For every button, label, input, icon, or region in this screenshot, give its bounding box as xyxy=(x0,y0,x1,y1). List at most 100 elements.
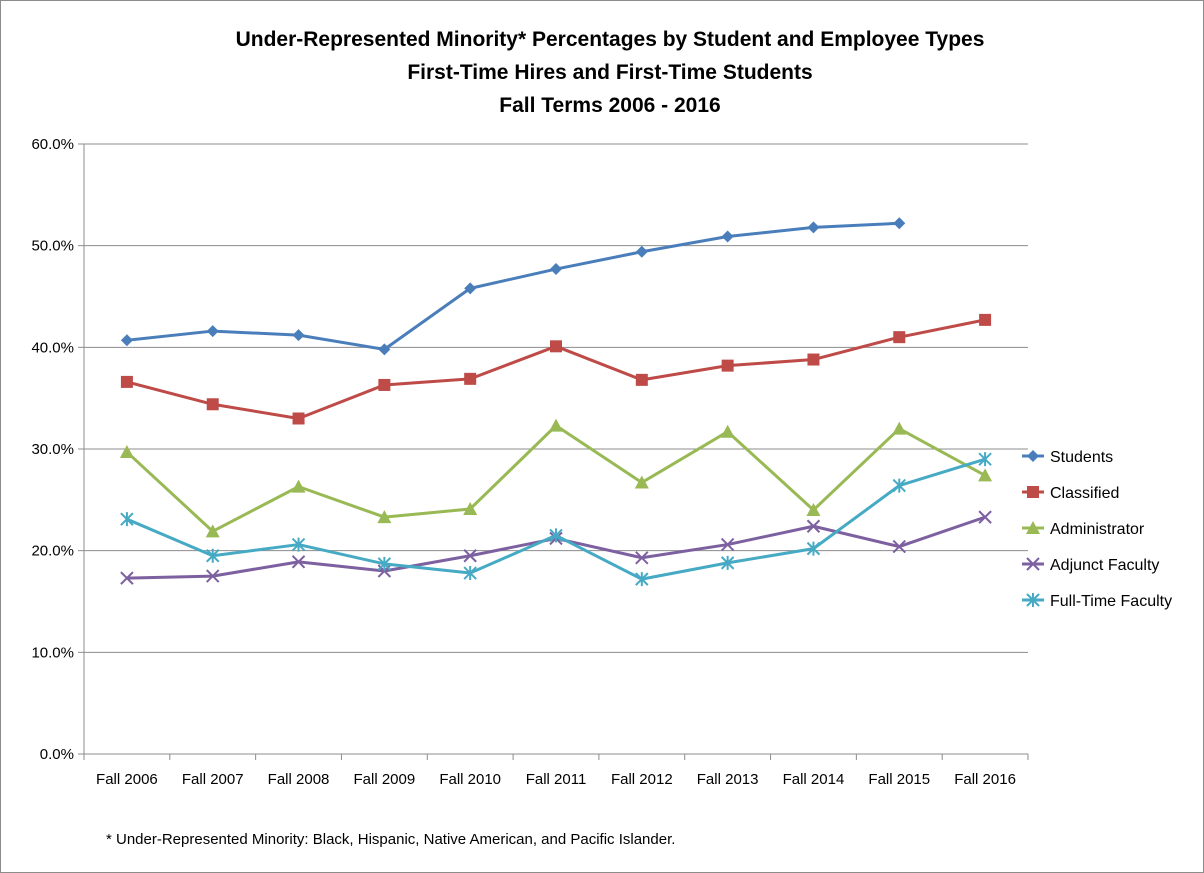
data-point-full-time-faculty xyxy=(635,572,649,587)
data-point-students xyxy=(378,343,391,356)
data-point-classified xyxy=(721,359,734,372)
legend-label: Students xyxy=(1050,449,1113,466)
data-point-students xyxy=(464,282,477,295)
legend-marker xyxy=(1027,450,1039,462)
series-full-time-faculty xyxy=(120,452,992,587)
data-point-administrator xyxy=(549,418,563,432)
series-line-classified xyxy=(126,318,986,420)
data-point-classified xyxy=(378,378,391,391)
data-point-classified xyxy=(635,373,648,386)
data-point-administrator xyxy=(720,424,735,438)
data-point-adjunct-faculty xyxy=(120,571,134,585)
chart-title: Under-Represented Minority* Percentages … xyxy=(236,28,985,117)
x-tick-label: Fall 2006 xyxy=(96,771,158,788)
data-point-administrator xyxy=(119,445,134,459)
data-point-classified xyxy=(550,340,562,353)
data-point-full-time-faculty xyxy=(206,548,220,563)
y-tick-label: 40.0% xyxy=(31,339,74,356)
data-point-students xyxy=(807,221,820,234)
legend-item-classified: Classified xyxy=(1022,485,1119,502)
data-point-adjunct-faculty xyxy=(892,539,906,554)
chart-title-line-2: First-Time Hires and First-Time Students xyxy=(407,61,812,84)
x-tick-label: Fall 2014 xyxy=(783,771,845,788)
x-tick-label: Fall 2012 xyxy=(611,771,673,788)
legend-label: Adjunct Faculty xyxy=(1050,557,1159,574)
data-point-students xyxy=(550,263,562,276)
data-point-classified xyxy=(206,398,219,411)
data-point-students xyxy=(635,245,648,258)
legend-item-administrator: Administrator xyxy=(1022,521,1145,538)
data-point-classified xyxy=(464,372,477,385)
legend-item-adjunct-faculty: Adjunct Faculty xyxy=(1022,557,1159,574)
data-point-full-time-faculty xyxy=(377,556,392,571)
data-point-full-time-faculty xyxy=(549,528,563,543)
legend-label: Full-Time Faculty xyxy=(1050,593,1172,610)
data-point-students xyxy=(206,325,219,338)
y-tick-label: 60.0% xyxy=(31,136,74,153)
x-tick-labels: Fall 2006 Fall 2007 Fall 2008 Fall 2009 Fall… xyxy=(96,771,1016,788)
series-line-students xyxy=(126,221,900,351)
x-tick-label: Fall 2011 xyxy=(526,771,587,788)
data-point-administrator xyxy=(205,524,220,538)
legend-marker xyxy=(1026,521,1040,534)
data-point-administrator xyxy=(806,503,821,516)
chart-title-line-3: Fall Terms 2006 - 2016 xyxy=(499,94,720,117)
footnote: * Under-Represented Minority: Black, His… xyxy=(106,831,675,848)
x-tick-label: Fall 2016 xyxy=(954,771,1016,788)
data-point-administrator xyxy=(892,421,907,435)
series-group xyxy=(119,217,993,587)
data-point-adjunct-faculty xyxy=(206,569,220,583)
x-tick-label: Fall 2008 xyxy=(268,771,330,788)
data-point-students xyxy=(893,217,906,230)
data-point-administrator xyxy=(634,475,649,489)
y-tick-label: 50.0% xyxy=(31,238,74,255)
data-point-students xyxy=(721,230,734,243)
data-point-adjunct-faculty xyxy=(720,537,735,552)
axes xyxy=(78,143,1029,760)
data-point-classified xyxy=(292,412,305,425)
legend-label: Classified xyxy=(1050,485,1119,502)
legend-item-students: Students xyxy=(1022,449,1113,466)
data-point-full-time-faculty xyxy=(120,512,134,527)
x-tick-label: Fall 2015 xyxy=(868,771,930,788)
data-point-administrator xyxy=(377,510,392,524)
series-line-adjunct-faculty xyxy=(126,515,986,580)
legend-item-full-time-faculty: Full-Time Faculty xyxy=(1022,593,1172,610)
data-point-adjunct-faculty xyxy=(463,549,477,563)
y-tick-labels: 0.0% 10.0% 20.0% 30.0% 40.0% 50.0% 60.0% xyxy=(31,136,74,763)
data-point-full-time-faculty xyxy=(291,537,306,552)
data-point-adjunct-faculty xyxy=(291,555,306,569)
data-point-classified xyxy=(807,353,820,366)
legend-marker xyxy=(1026,557,1040,571)
data-point-classified xyxy=(120,375,133,388)
series-administrator xyxy=(119,418,993,538)
chart-title-line-1: Under-Represented Minority* Percentages … xyxy=(236,28,985,51)
legend: Students Classified Administrator Adjunct F… xyxy=(1022,449,1172,610)
legend-marker xyxy=(1027,486,1039,498)
data-point-students xyxy=(120,334,133,347)
series-line-full-time-faculty xyxy=(126,457,986,581)
gridlines xyxy=(84,143,1028,653)
series-students xyxy=(120,217,906,356)
data-point-adjunct-faculty xyxy=(806,519,821,533)
data-point-administrator xyxy=(463,501,478,515)
data-point-full-time-faculty xyxy=(892,478,906,493)
data-point-administrator xyxy=(978,468,993,482)
y-tick-label: 20.0% xyxy=(31,543,74,560)
y-tick-label: 10.0% xyxy=(31,644,74,661)
x-tick-label: Fall 2009 xyxy=(354,771,416,788)
data-point-full-time-faculty xyxy=(806,541,821,556)
data-point-classified xyxy=(979,313,992,326)
data-point-full-time-faculty xyxy=(978,452,992,467)
data-point-full-time-faculty xyxy=(463,566,477,581)
series-classified xyxy=(120,313,992,425)
data-point-administrator xyxy=(291,479,306,493)
data-point-students xyxy=(292,329,305,342)
data-point-adjunct-faculty xyxy=(978,510,992,524)
series-adjunct-faculty xyxy=(120,510,992,585)
legend-marker xyxy=(1026,593,1040,607)
legend-label: Administrator xyxy=(1050,521,1145,538)
y-tick-label: 0.0% xyxy=(40,746,74,763)
